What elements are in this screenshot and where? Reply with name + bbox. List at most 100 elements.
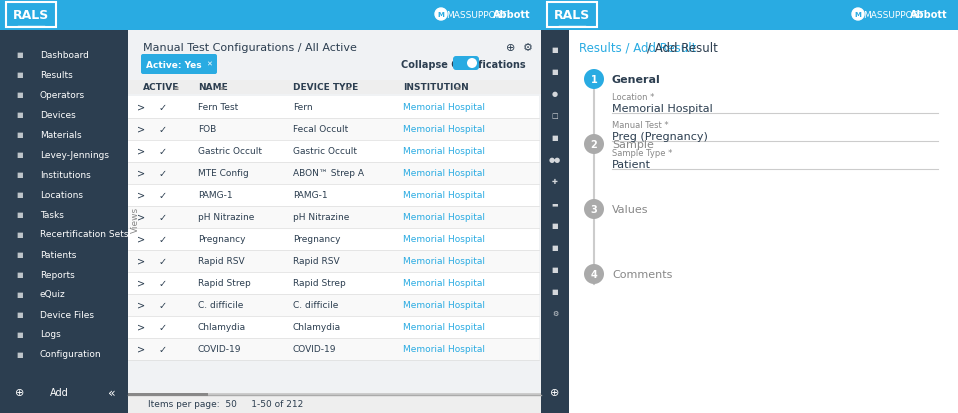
Text: eQuiz: eQuiz <box>40 290 66 299</box>
Bar <box>128 206 539 228</box>
Text: Memorial Hospital: Memorial Hospital <box>612 104 713 114</box>
Text: Rapid RSV: Rapid RSV <box>198 257 244 266</box>
Text: ⊕: ⊕ <box>550 387 559 397</box>
Text: ↻: ↻ <box>540 43 550 53</box>
Text: Location *: Location * <box>612 93 654 102</box>
FancyBboxPatch shape <box>141 55 217 75</box>
Text: ✓: ✓ <box>159 300 167 310</box>
Text: ■: ■ <box>552 69 559 75</box>
Bar <box>128 395 541 413</box>
Text: ⚙: ⚙ <box>523 43 533 53</box>
Text: Views: Views <box>130 206 140 233</box>
Text: Memorial Hospital: Memorial Hospital <box>403 213 485 222</box>
Text: ■: ■ <box>16 52 23 58</box>
Text: MASSUPPORT: MASSUPPORT <box>863 10 924 19</box>
Text: Values: Values <box>612 204 649 214</box>
Bar <box>128 294 539 316</box>
Circle shape <box>584 199 604 219</box>
Text: □: □ <box>552 113 559 119</box>
Text: Results: Results <box>40 70 73 79</box>
Text: Rapid Strep: Rapid Strep <box>198 279 251 288</box>
Bar <box>128 393 208 396</box>
Text: Pregnancy: Pregnancy <box>198 235 245 244</box>
Text: Abbott: Abbott <box>910 10 948 20</box>
Text: ✓: ✓ <box>159 103 167 113</box>
Text: Patients: Patients <box>40 250 77 259</box>
Text: Devices: Devices <box>40 110 76 119</box>
Bar <box>128 97 539 119</box>
Text: Chlamydia: Chlamydia <box>293 323 341 332</box>
Text: NAME: NAME <box>198 83 228 92</box>
Text: >: > <box>137 190 145 201</box>
Text: ■: ■ <box>552 135 559 141</box>
Text: ■: ■ <box>16 112 23 118</box>
Text: General: General <box>612 75 661 85</box>
Text: PAMG-1: PAMG-1 <box>293 191 328 200</box>
Circle shape <box>584 70 604 90</box>
Text: Reports: Reports <box>40 270 75 279</box>
Text: >: > <box>137 235 145 244</box>
Text: ■: ■ <box>16 211 23 218</box>
Bar <box>6 3 56 28</box>
Text: COVID-19: COVID-19 <box>198 345 241 354</box>
Text: ✓: ✓ <box>159 235 167 244</box>
Text: Items per page:  50     1-50 of 212: Items per page: 50 1-50 of 212 <box>148 399 304 408</box>
Text: >: > <box>137 278 145 288</box>
Circle shape <box>584 135 604 154</box>
Text: ■: ■ <box>16 331 23 337</box>
Text: 2: 2 <box>591 140 598 150</box>
Text: >: > <box>137 147 145 157</box>
Bar <box>541 31 569 413</box>
Text: ■: ■ <box>16 311 23 317</box>
Text: pH Nitrazine: pH Nitrazine <box>198 213 255 222</box>
Text: C. difficile: C. difficile <box>198 301 243 310</box>
Text: Memorial Hospital: Memorial Hospital <box>403 323 485 332</box>
Text: >: > <box>137 344 145 354</box>
Text: ✓: ✓ <box>159 344 167 354</box>
Text: Configuration: Configuration <box>40 350 102 358</box>
Circle shape <box>467 59 477 69</box>
Text: Levey-Jennings: Levey-Jennings <box>40 150 109 159</box>
Text: Add: Add <box>50 387 69 397</box>
Text: Fern Test: Fern Test <box>198 103 239 112</box>
Text: Locations: Locations <box>40 190 83 199</box>
Bar <box>128 119 539 141</box>
Text: Patient: Patient <box>612 159 651 170</box>
Text: M: M <box>438 12 445 18</box>
Text: Memorial Hospital: Memorial Hospital <box>403 125 485 134</box>
Text: Active: Yes: Active: Yes <box>147 60 202 69</box>
Text: C. difficile: C. difficile <box>293 301 338 310</box>
Text: Pregnancy: Pregnancy <box>293 235 340 244</box>
Text: Comments: Comments <box>612 269 673 279</box>
Text: Fern: Fern <box>293 103 312 112</box>
Bar <box>128 228 539 250</box>
Text: Abbott: Abbott <box>493 10 531 20</box>
Text: ✚: ✚ <box>552 178 558 185</box>
Text: Memorial Hospital: Memorial Hospital <box>403 147 485 156</box>
Text: Preg (Pregnancy): Preg (Pregnancy) <box>612 132 708 142</box>
Text: Rapid Strep: Rapid Strep <box>293 279 346 288</box>
Text: ■: ■ <box>16 291 23 297</box>
Text: >: > <box>137 103 145 113</box>
Circle shape <box>435 9 447 21</box>
Text: ✓: ✓ <box>159 278 167 288</box>
Text: ■: ■ <box>16 231 23 237</box>
Text: MASSUPPORT: MASSUPPORT <box>445 10 507 19</box>
Text: COVID-19: COVID-19 <box>293 345 336 354</box>
Text: Memorial Hospital: Memorial Hospital <box>403 103 485 112</box>
Text: ABON™ Strep A: ABON™ Strep A <box>293 169 364 178</box>
Text: ■: ■ <box>16 252 23 257</box>
Text: ✓: ✓ <box>159 190 167 201</box>
Bar <box>128 185 539 206</box>
Text: Memorial Hospital: Memorial Hospital <box>403 191 485 200</box>
Text: Device Files: Device Files <box>40 310 94 319</box>
Text: >: > <box>137 125 145 135</box>
Text: ■: ■ <box>16 351 23 357</box>
Text: 3: 3 <box>591 204 598 214</box>
FancyBboxPatch shape <box>453 57 479 71</box>
Text: «: « <box>108 386 116 399</box>
Text: ✕: ✕ <box>206 62 212 68</box>
Text: Gastric Occult: Gastric Occult <box>293 147 357 156</box>
Text: ●●: ●● <box>549 157 561 163</box>
Text: ■: ■ <box>16 72 23 78</box>
